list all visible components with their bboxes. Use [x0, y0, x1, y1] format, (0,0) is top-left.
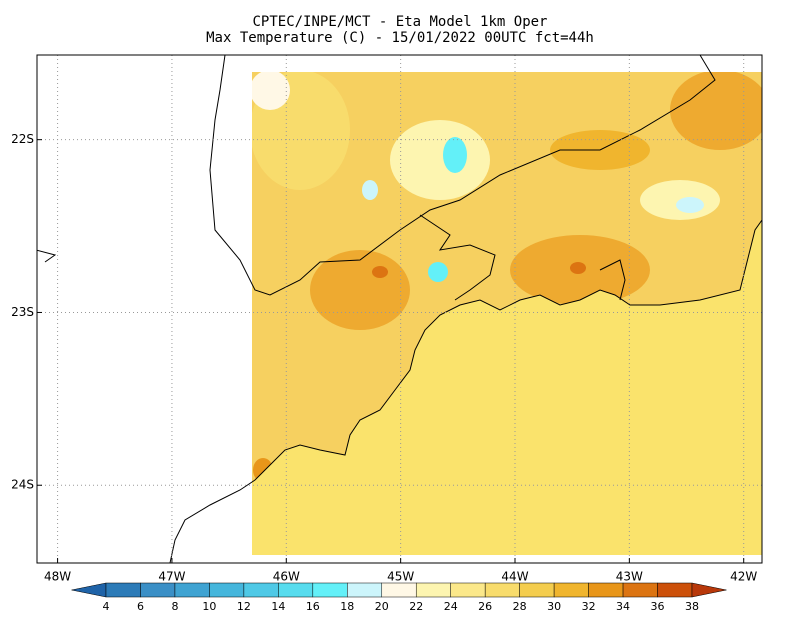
colorbar-box	[450, 582, 486, 598]
colorbar-label: 4	[103, 600, 110, 613]
colorbar-label: 26	[478, 600, 492, 613]
y-tick-label: 23S	[11, 305, 34, 319]
colorbar-label: 22	[409, 600, 423, 613]
colorbar-label: 8	[171, 600, 178, 613]
colorbar-box	[519, 582, 555, 598]
colorbar-label: 24	[444, 600, 458, 613]
colorbar-box	[312, 582, 348, 598]
colorbar-box	[209, 582, 245, 598]
subtitle: Max Temperature (C) - 15/01/2022 00UTC f…	[206, 30, 594, 46]
colorbar-box	[278, 582, 314, 598]
x-tick-label: 45W	[387, 570, 414, 584]
colorbar-label: 16	[306, 600, 320, 613]
colorbar-label: 12	[237, 600, 251, 613]
colorbar-label: 6	[137, 600, 144, 613]
x-tick-label: 46W	[273, 570, 300, 584]
colorbar-box	[174, 582, 210, 598]
y-tick-label: 24S	[11, 478, 34, 492]
colorbar-label: 20	[375, 600, 389, 613]
temperature-field	[252, 72, 762, 555]
x-tick-label: 48W	[44, 570, 71, 584]
colorbar-box	[588, 582, 624, 598]
colorbar-label: 30	[547, 600, 561, 613]
frame	[36, 54, 763, 564]
x-tick-label: 44W	[501, 570, 528, 584]
x-tick-label: 42W	[730, 570, 757, 584]
colorbar-label: 18	[340, 600, 354, 613]
colorbar-box	[657, 582, 693, 598]
colorbar-arrow	[71, 582, 107, 598]
colorbar-label: 32	[582, 600, 596, 613]
colorbar-label: 28	[513, 600, 527, 613]
colorbar-box	[347, 582, 383, 598]
colorbar-box	[140, 582, 176, 598]
colorbar-label: 38	[685, 600, 699, 613]
colorbar-box	[243, 582, 279, 598]
title: CPTEC/INPE/MCT - Eta Model 1km Oper	[252, 14, 547, 30]
colorbar-box	[105, 582, 141, 598]
colorbar-arrow	[691, 582, 727, 598]
colorbar-box	[622, 582, 658, 598]
grid	[37, 55, 762, 563]
colorbar-box	[415, 582, 451, 598]
x-tick-label: 43W	[616, 570, 643, 584]
colorbar-box	[553, 582, 589, 598]
y-tick-label: 22S	[11, 132, 34, 146]
colorbar-label: 10	[202, 600, 216, 613]
colorbar-label: 36	[651, 600, 665, 613]
colorbar-box	[484, 582, 520, 598]
colorbar-label: 34	[616, 600, 630, 613]
boundaries	[37, 55, 762, 563]
colorbar: 4 6 8 10 12 14 16 18 20 22 24 26 28 30 32 34 36 38	[71, 582, 727, 613]
x-tick-label: 47W	[158, 570, 185, 584]
colorbar-box	[381, 582, 417, 598]
colorbar-label: 14	[271, 600, 285, 613]
